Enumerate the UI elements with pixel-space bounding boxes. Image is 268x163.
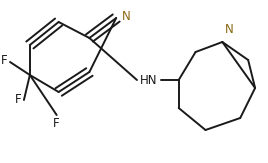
Text: F: F: [53, 117, 60, 130]
Text: N: N: [225, 23, 234, 36]
Text: N: N: [122, 10, 131, 23]
Text: F: F: [1, 54, 8, 67]
Text: F: F: [15, 94, 21, 106]
Text: HN: HN: [140, 74, 158, 87]
